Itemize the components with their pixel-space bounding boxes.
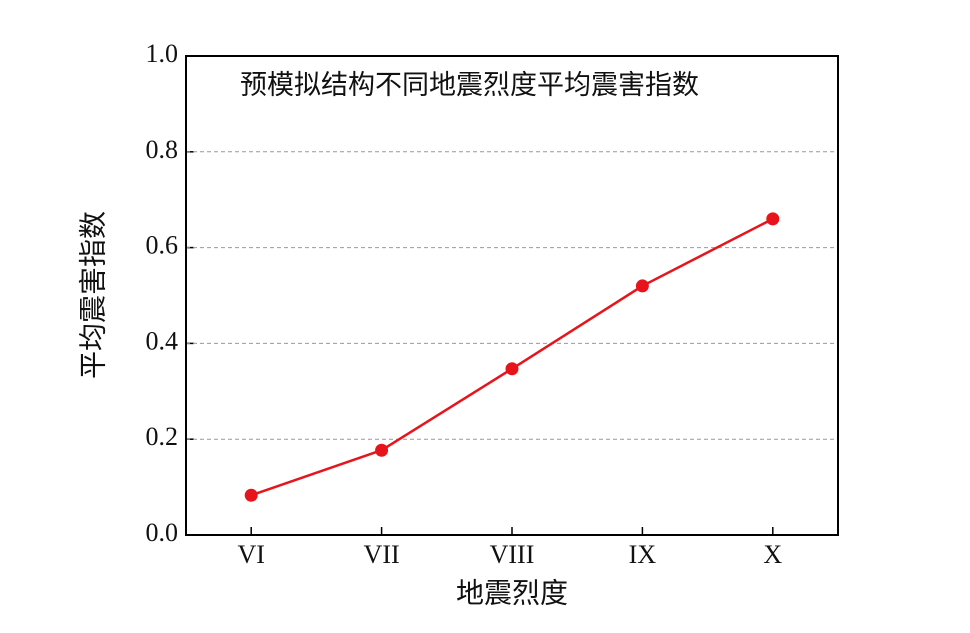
y-tick-label: 0.8 xyxy=(146,135,179,164)
line xyxy=(250,217,774,497)
point xyxy=(635,279,649,293)
x-tick-label: IX xyxy=(629,540,657,569)
plot-frame xyxy=(185,55,839,536)
x-tick-label: VIII xyxy=(490,540,535,569)
y-tick-label: 0.2 xyxy=(146,422,179,451)
point xyxy=(375,443,389,457)
y-tick-label: 0.0 xyxy=(146,518,179,547)
x-tick-label: X xyxy=(763,540,782,569)
point xyxy=(766,212,780,226)
x-axis-label: 地震烈度 xyxy=(456,577,568,609)
y-axis-label: 平均震害指数 xyxy=(77,211,109,379)
point xyxy=(244,488,258,502)
y-tick-label: 1.0 xyxy=(146,39,179,68)
point xyxy=(505,362,519,376)
x-tick-label: VI xyxy=(237,540,264,569)
chart-title: 预模拟结构不同地震烈度平均震害指数 xyxy=(240,70,699,100)
y-tick-label: 0.4 xyxy=(146,326,179,355)
x-tick-label: VII xyxy=(364,540,400,569)
y-tick-label: 0.6 xyxy=(146,231,179,260)
